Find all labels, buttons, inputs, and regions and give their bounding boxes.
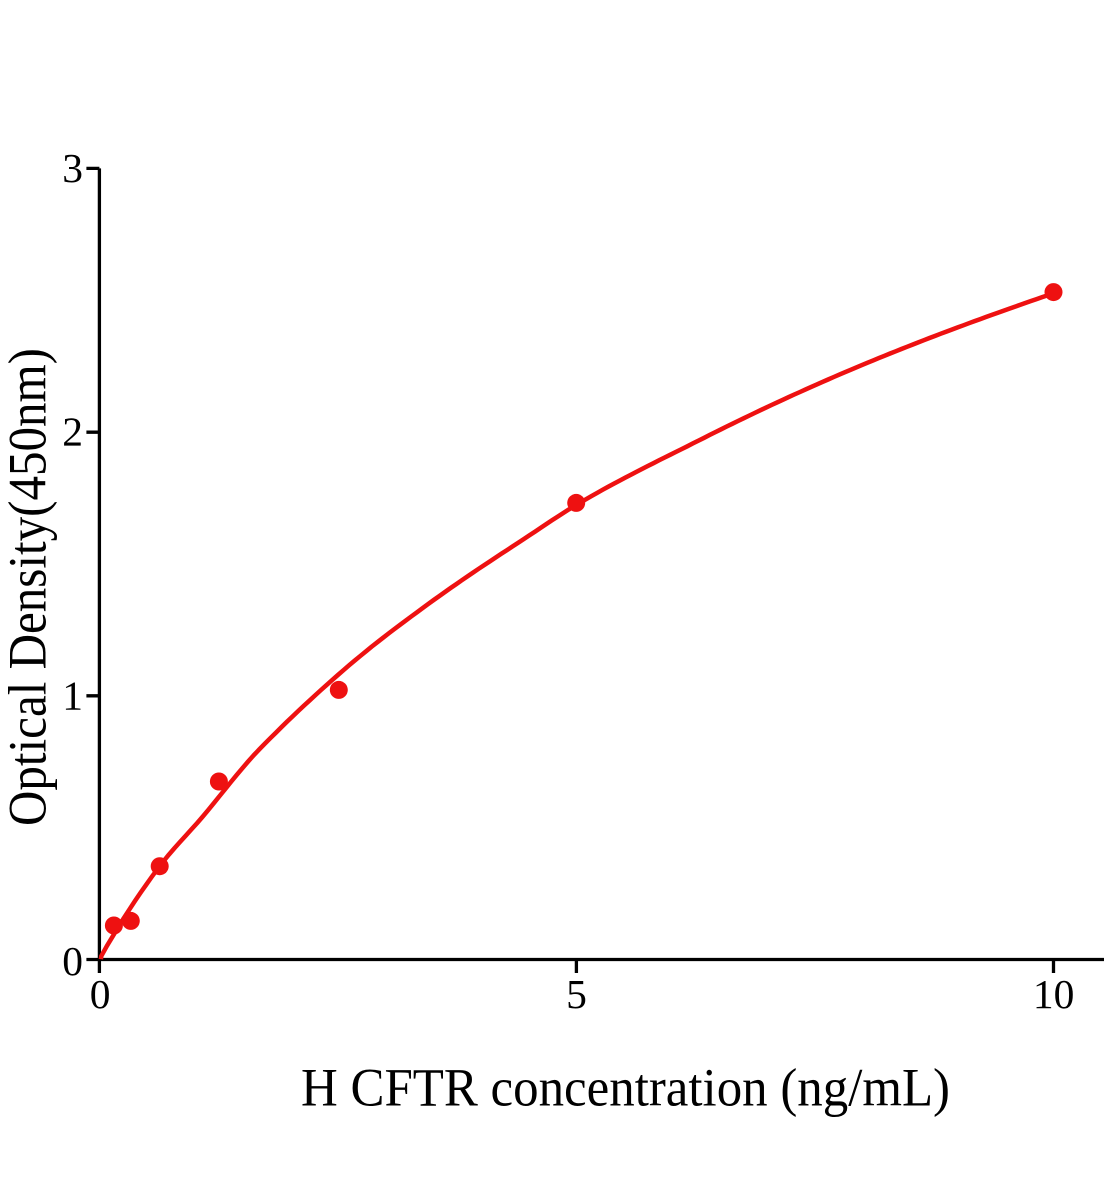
svg-text:2: 2 — [62, 409, 83, 455]
svg-text:0: 0 — [62, 938, 83, 984]
svg-text:H CFTR concentration (ng/mL): H CFTR concentration (ng/mL) — [301, 1057, 950, 1117]
svg-text:3: 3 — [62, 145, 83, 191]
svg-text:Optical Density(450nm): Optical Density(450nm) — [0, 348, 58, 826]
svg-text:5: 5 — [566, 971, 587, 1017]
svg-text:1: 1 — [62, 672, 83, 718]
svg-text:10: 10 — [1033, 971, 1075, 1017]
svg-text:0: 0 — [90, 971, 111, 1017]
